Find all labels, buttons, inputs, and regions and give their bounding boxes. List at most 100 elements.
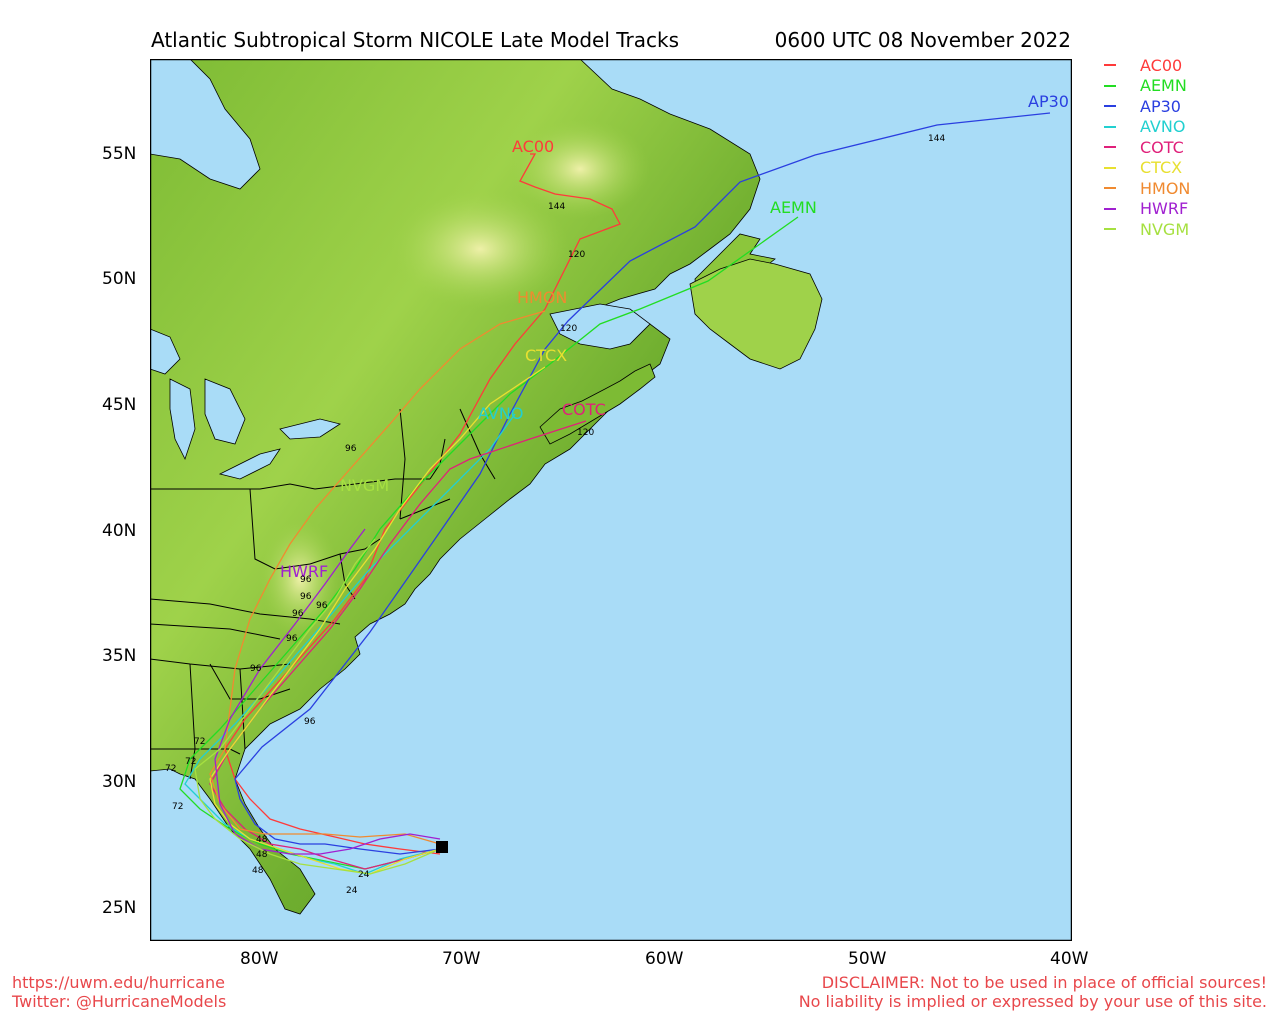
track-label-ctcx: CTCX xyxy=(525,346,567,365)
hour-label: 96 xyxy=(300,592,312,602)
legend-swatch xyxy=(1104,125,1116,128)
hour-label: 96 xyxy=(292,609,304,619)
legend-item-nvgm: NVGM xyxy=(1104,219,1190,240)
hour-label: 24 xyxy=(346,886,358,896)
storm-start-marker xyxy=(436,841,448,853)
map-title: Atlantic Subtropical Storm NICOLE Late M… xyxy=(151,28,680,52)
map-frame xyxy=(150,59,1072,941)
footer-url-link[interactable]: https://uwm.edu/hurricane xyxy=(12,973,225,992)
lake-ontario xyxy=(279,418,341,440)
hour-label: 144 xyxy=(928,134,945,144)
legend-label: NVGM xyxy=(1140,219,1190,239)
hour-label: 144 xyxy=(548,202,565,212)
track-ap30 xyxy=(234,112,1051,855)
hour-label: 72 xyxy=(172,802,183,812)
lake-michigan xyxy=(169,378,196,461)
hour-label: 24 xyxy=(358,870,370,880)
legend-swatch xyxy=(1104,166,1116,169)
hour-label: 72 xyxy=(165,764,176,774)
track-label-hmon: HMON xyxy=(517,288,567,307)
hour-label: 96 xyxy=(250,664,262,674)
legend-swatch xyxy=(1104,64,1116,67)
lat-tick-40n: 40N xyxy=(102,521,137,541)
legend-label: AP30 xyxy=(1140,96,1181,116)
track-label-ac00: AC00 xyxy=(512,137,554,156)
legend-swatch xyxy=(1104,105,1116,108)
track-label-aemn: AEMN xyxy=(770,198,817,217)
lon-tick-60w: 60W xyxy=(645,949,684,969)
track-ac00 xyxy=(224,153,621,855)
hudson-bay xyxy=(150,59,261,190)
lat-tick-55n: 55N xyxy=(102,144,137,164)
track-avno xyxy=(184,413,516,875)
disclaimer-line-1: DISCLAIMER: Not to be used in place of o… xyxy=(821,973,1267,992)
track-hwrf xyxy=(214,528,441,855)
hour-label: 72 xyxy=(185,757,196,767)
hour-label: 96 xyxy=(316,601,328,611)
highland-appalachian xyxy=(260,519,340,639)
legend-item-avno: AVNO xyxy=(1104,117,1190,138)
hour-label: 48 xyxy=(252,866,264,876)
legend-item-hmon: HMON xyxy=(1104,178,1190,199)
legend-swatch xyxy=(1104,146,1116,149)
hour-label: 48 xyxy=(256,835,268,845)
lon-tick-50w: 50W xyxy=(848,949,887,969)
lon-tick-70w: 70W xyxy=(442,949,481,969)
legend-swatch xyxy=(1104,84,1116,87)
legend-item-ctcx: CTCX xyxy=(1104,158,1190,179)
legend-label: HMON xyxy=(1140,178,1191,198)
hour-label: 96 xyxy=(345,444,357,454)
hour-label: 120 xyxy=(560,324,577,334)
hour-label: 96 xyxy=(286,634,298,644)
land-north-america xyxy=(150,59,761,915)
legend-label: AC00 xyxy=(1140,55,1183,75)
footer-credits: https://uwm.edu/hurricane Twitter: @Hurr… xyxy=(12,973,226,1011)
legend-item-ap30: AP30 xyxy=(1104,96,1190,117)
legend-swatch xyxy=(1104,207,1116,210)
hour-label: 96 xyxy=(304,717,316,727)
model-legend: AC00 AEMN AP30 AVNO COTC CTCX HMON HWRF … xyxy=(1104,55,1190,240)
legend-swatch xyxy=(1104,228,1116,231)
model-tracks xyxy=(179,112,1051,875)
track-map: AC00 AEMN AP30 HMON CTCX AVNO COTC NVGM … xyxy=(150,59,1072,941)
map-datetime: 0600 UTC 08 November 2022 xyxy=(774,28,1071,52)
lat-tick-50n: 50N xyxy=(102,269,137,289)
track-nvgm xyxy=(194,538,441,875)
lake-huron xyxy=(204,378,246,445)
disclaimer-line-2: No liability is implied or expressed by … xyxy=(798,992,1267,1011)
footer-twitter-handle[interactable]: Twitter: @HurricaneModels xyxy=(12,992,227,1011)
hour-label: 120 xyxy=(568,250,585,260)
land-newfoundland-island xyxy=(689,258,823,370)
track-end-labels: AC00 AEMN AP30 HMON CTCX AVNO COTC NVGM … xyxy=(280,92,1069,581)
lat-tick-45n: 45N xyxy=(102,395,137,415)
track-label-cotc: COTC xyxy=(562,400,606,419)
legend-label: COTC xyxy=(1140,137,1184,157)
lake-erie xyxy=(218,448,281,480)
track-label-ap30: AP30 xyxy=(1028,92,1069,111)
lat-tick-25n: 25N xyxy=(102,898,137,918)
legend-label: CTCX xyxy=(1140,158,1183,178)
highland-labrador xyxy=(510,119,650,219)
hour-label: 72 xyxy=(194,737,205,747)
lon-tick-80w: 80W xyxy=(240,949,279,969)
track-label-hwrf: HWRF xyxy=(280,562,328,581)
highland-quebec xyxy=(390,189,570,309)
lake-superior xyxy=(150,328,181,375)
legend-label: AVNO xyxy=(1140,117,1186,137)
legend-item-cotc: COTC xyxy=(1104,137,1190,158)
legend-label: HWRF xyxy=(1140,199,1189,219)
track-label-nvgm: NVGM xyxy=(340,476,389,495)
lat-tick-30n: 30N xyxy=(102,772,137,792)
legend-item-ac00: AC00 xyxy=(1104,55,1190,76)
legend-label: AEMN xyxy=(1140,76,1187,96)
hour-label: 96 xyxy=(300,575,312,585)
land-nova-scotia xyxy=(539,363,656,445)
track-ctcx xyxy=(209,366,546,875)
hour-label: 48 xyxy=(256,850,268,860)
legend-swatch xyxy=(1104,187,1116,190)
track-hmon xyxy=(209,310,546,845)
lon-tick-40w: 40W xyxy=(1050,949,1089,969)
hour-label: 120 xyxy=(577,428,594,438)
track-label-avno: AVNO xyxy=(478,404,523,423)
forecast-hour-labels: 144 120 144 120 120 96 96 96 96 96 96 96… xyxy=(165,134,945,896)
